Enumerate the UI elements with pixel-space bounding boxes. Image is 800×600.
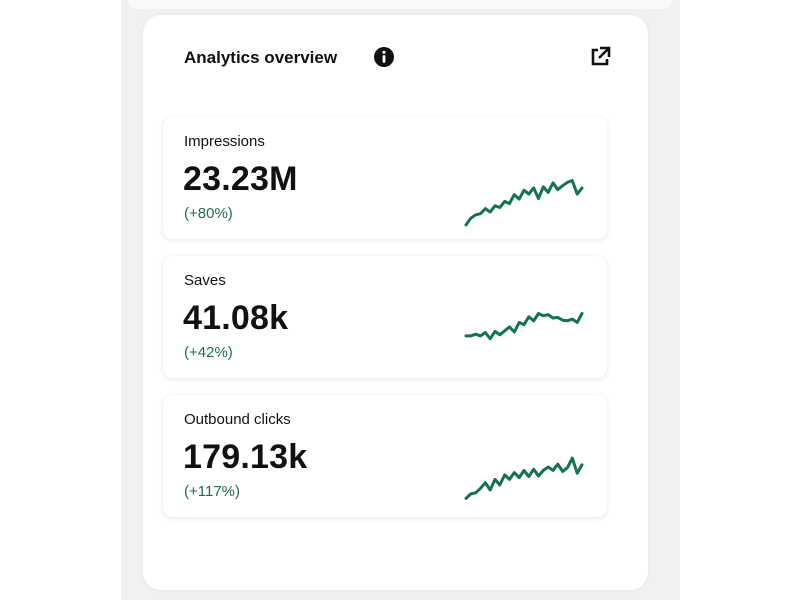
sparkline-chart [464,456,584,500]
metric-label: Outbound clicks [184,411,291,428]
metric-card-outbound-clicks[interactable]: Outbound clicks 179.13k (+117%) [163,395,607,517]
sparkline-path [464,312,584,341]
metric-change: (+80%) [184,205,233,222]
metric-card-impressions[interactable]: Impressions 23.23M (+80%) [163,117,607,239]
metric-label: Saves [184,272,226,289]
analytics-overview-panel: Analytics overview Impressions 23.23M (+… [143,15,648,590]
metric-value: 23.23M [183,160,298,198]
external-link-icon-glyph [591,46,611,66]
metric-label: Impressions [184,133,265,150]
sparkline-chart [464,312,584,341]
metric-change: (+117%) [184,483,241,500]
info-icon-glyph [374,47,394,67]
sparkline-chart [464,179,584,227]
metric-change: (+42%) [184,344,233,361]
panel-title: Analytics overview [184,48,338,67]
metric-value: 179.13k [183,438,308,476]
external-link-icon[interactable] [588,45,612,69]
metric-card-saves[interactable]: Saves 41.08k (+42%) [163,256,607,378]
info-icon[interactable] [373,46,395,68]
panel-header: Analytics overview [143,15,648,105]
metric-cards: Impressions 23.23M (+80%) Saves 41.08k (… [163,117,609,534]
sparkline-path [464,179,584,227]
previous-panel-edge [128,0,672,9]
sparkline-path [464,456,584,500]
metric-value: 41.08k [183,299,289,337]
